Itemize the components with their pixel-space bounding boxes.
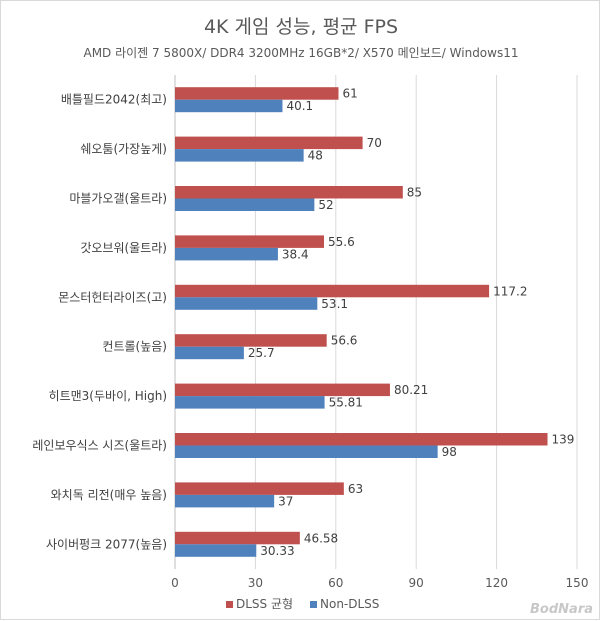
- data-label: 53.1: [321, 297, 348, 311]
- data-label: 55.81: [329, 396, 363, 410]
- bar-non-dlss: [175, 198, 315, 211]
- legend-label-non-dlss: Non-DLSS: [320, 597, 379, 611]
- data-label: 40.1: [286, 99, 313, 113]
- bar-dlss: [175, 334, 327, 347]
- bar-dlss: [175, 235, 325, 248]
- data-label: 30.33: [260, 544, 294, 558]
- x-tick-label: 30: [248, 576, 263, 590]
- bar-non-dlss: [175, 445, 438, 458]
- data-label: 55.6: [328, 235, 355, 249]
- bar-dlss: [175, 136, 363, 150]
- category-label: 사이버펑크 2077(높음): [46, 537, 167, 551]
- x-tick-label: 120: [485, 576, 508, 590]
- category-label: 레인보우식스 시즈(울트라): [32, 439, 167, 453]
- data-label: 52: [318, 198, 333, 212]
- chart-subtitle: AMD 라이젠 7 5800X/ DDR4 3200MHz 16GB*2/ X5…: [83, 46, 518, 60]
- category-label: 컨트롤(높음): [102, 340, 167, 354]
- x-tick-label: 150: [566, 576, 589, 590]
- category-label: 배틀필드2042(최고): [61, 93, 167, 107]
- category-labels: 배틀필드2042(최고) 쉐오툼(가장높게) 마블가오갤(울트라) 갓오브워(울트라)…: [32, 93, 167, 552]
- chart-title: 4K 게임 성능, 평균 FPS: [204, 16, 398, 38]
- data-label: 80.21: [394, 383, 428, 397]
- watermark-logo: BodNara: [530, 602, 593, 617]
- data-label: 25.7: [248, 346, 275, 360]
- data-label: 46.58: [304, 531, 338, 545]
- bar-dlss: [175, 186, 403, 199]
- bars: [175, 87, 548, 557]
- legend: DLSS 균형 Non-DLSS: [226, 597, 379, 611]
- x-tick-label: 90: [409, 576, 424, 590]
- category-label: 갓오브워(울트라): [80, 241, 167, 255]
- data-label: 98: [442, 445, 457, 459]
- x-axis-ticks: 0 30 60 90 120 150: [171, 576, 588, 590]
- data-label: 61: [342, 87, 357, 101]
- bar-dlss: [175, 87, 339, 100]
- category-label: 쉐오툼(가장높게): [80, 142, 167, 156]
- data-label: 139: [552, 433, 575, 447]
- category-label: 히트맨3(두바이, High): [49, 389, 167, 403]
- legend-swatch-dlss: [226, 601, 233, 608]
- data-label: 117.2: [493, 284, 527, 298]
- bar-non-dlss: [175, 396, 325, 409]
- legend-swatch-non-dlss: [310, 601, 317, 608]
- x-tick-label: 60: [328, 576, 343, 590]
- category-label: 몬스터헌터라이즈(고): [58, 290, 167, 304]
- data-label: 63: [348, 482, 363, 496]
- bar-non-dlss: [175, 247, 278, 261]
- bar-non-dlss: [175, 544, 257, 557]
- bar-dlss: [175, 531, 300, 545]
- bar-dlss: [175, 284, 490, 298]
- bar-non-dlss: [175, 99, 283, 113]
- data-label: 37: [278, 494, 293, 508]
- data-label: 56.6: [331, 334, 358, 348]
- x-tick-label: 0: [171, 576, 179, 590]
- data-label: 38.4: [282, 247, 309, 261]
- bar-non-dlss: [175, 494, 275, 508]
- bar-dlss: [175, 482, 344, 495]
- bar-non-dlss: [175, 297, 318, 310]
- bar-dlss: [175, 383, 390, 397]
- data-labels: 61 40.1 70 48 85 52 55.6 38.4 117.2 53.1 56.6 25.7 8…: [248, 87, 575, 558]
- data-label: 85: [407, 186, 422, 200]
- data-label: 48: [308, 149, 323, 163]
- bar-dlss: [175, 433, 548, 446]
- category-label: 와치독 리전(매우 높음): [51, 488, 167, 502]
- bar-non-dlss: [175, 346, 244, 360]
- data-label: 70: [367, 136, 382, 150]
- legend-label-dlss: DLSS 균형: [236, 597, 293, 611]
- bar-non-dlss: [175, 149, 304, 162]
- category-label: 마블가오갤(울트라): [69, 192, 167, 206]
